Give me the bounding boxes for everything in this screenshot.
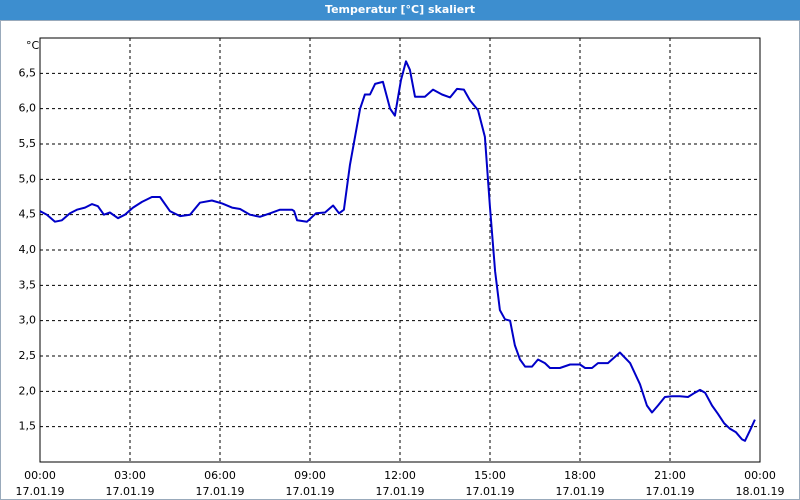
y-tick-label: 4,0 (19, 243, 37, 256)
x-tick-date: 17.01.19 (466, 485, 515, 498)
x-tick-date: 18.01.19 (736, 485, 785, 498)
y-tick-label: 2,5 (19, 349, 37, 362)
y-tick-label: 5,5 (19, 137, 37, 150)
x-tick-date: 17.01.19 (106, 485, 155, 498)
x-tick-date: 17.01.19 (646, 485, 695, 498)
x-tick-label: 21:00 (654, 469, 686, 482)
x-tick-label: 00:00 (24, 469, 56, 482)
x-tick-date: 17.01.19 (16, 485, 65, 498)
y-tick-label: 3,5 (19, 278, 37, 291)
x-tick-date: 17.01.19 (376, 485, 425, 498)
x-tick-date: 17.01.19 (556, 485, 605, 498)
y-unit: °C (26, 39, 40, 52)
y-tick-label: 3,0 (19, 314, 37, 327)
y-tick-label: 5,0 (19, 172, 37, 185)
chart: °C 1,5 2,0 2,5 3,0 3,5 4,0 4,5 5,0 5,5 6,0 6,5 00:0… (0, 20, 800, 500)
x-tick-label: 12:00 (384, 469, 416, 482)
temperature-line (39, 60, 756, 442)
window-title: Temperatur [°C] skaliert (0, 0, 800, 20)
x-tick-label: 18:00 (564, 469, 596, 482)
y-tick-label: 6,0 (19, 102, 37, 115)
x-tick-label: 00:00 (744, 469, 776, 482)
y-tick-label: 6,5 (19, 66, 37, 79)
x-tick-label: 09:00 (294, 469, 326, 482)
x-tick-label: 06:00 (204, 469, 236, 482)
x-tick-label: 15:00 (474, 469, 506, 482)
x-tick-date: 17.01.19 (196, 485, 245, 498)
x-tick-date: 17.01.19 (286, 485, 335, 498)
x-tick-label: 03:00 (114, 469, 146, 482)
y-tick-label: 4,5 (19, 208, 37, 221)
y-tick-label: 1,5 (19, 420, 37, 433)
y-tick-label: 2,0 (19, 384, 37, 397)
